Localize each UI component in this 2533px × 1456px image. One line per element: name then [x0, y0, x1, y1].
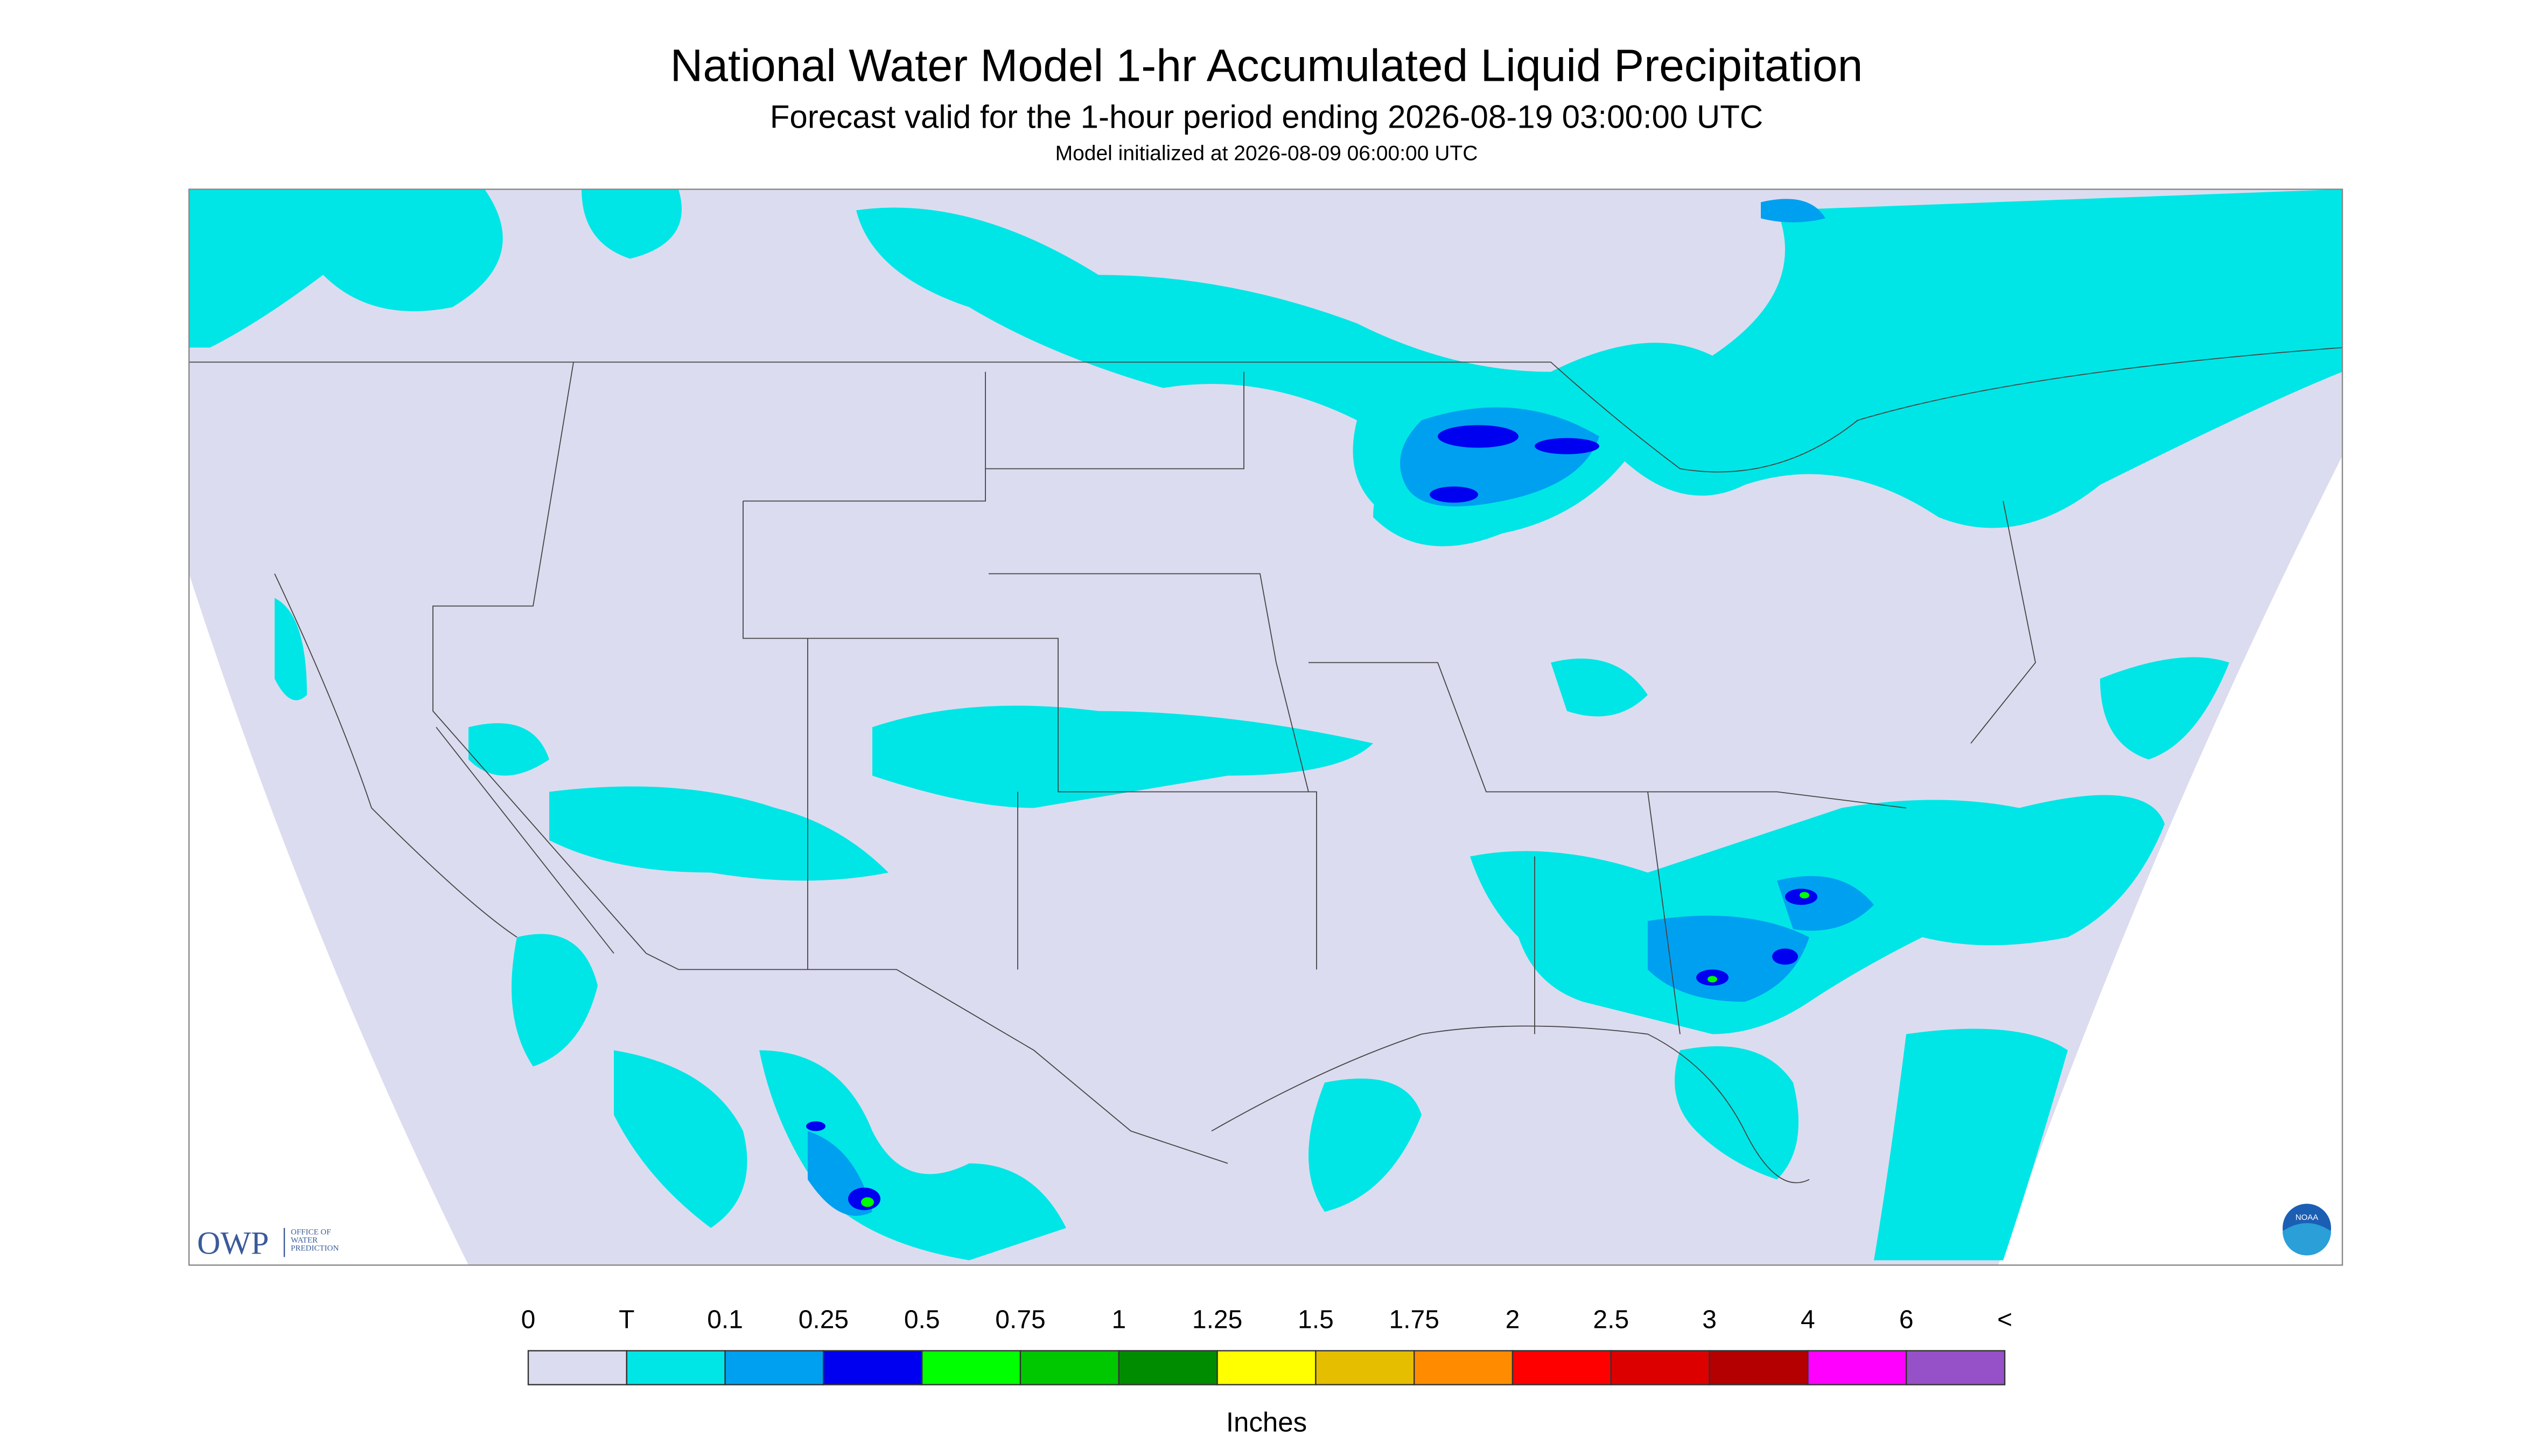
legend-swatch [1118, 1350, 1218, 1385]
title: National Water Model 1-hr Accumulated Li… [670, 40, 1863, 91]
legend-label: 1.5 [1298, 1306, 1334, 1334]
map-frame [188, 188, 2343, 1266]
legend-swatch [1905, 1350, 2006, 1385]
legend-swatch [823, 1350, 923, 1385]
precip-moderate [806, 425, 1817, 1210]
legend-swatch [1709, 1350, 1809, 1385]
legend-swatch [527, 1350, 628, 1385]
owp-subtitle-line: PREDICTION [291, 1244, 339, 1253]
legend-label: 1.75 [1389, 1306, 1439, 1334]
legend-label: 0 [521, 1306, 536, 1334]
legend-swatch [1315, 1350, 1415, 1385]
legend-swatch [1610, 1350, 1710, 1385]
precip-heavy [861, 892, 1809, 1207]
legend-unit: Inches [1226, 1407, 1307, 1438]
legend-swatch [724, 1350, 824, 1385]
legend-swatch [1414, 1350, 1514, 1385]
noaa-wave [2283, 1223, 2331, 1256]
legend-label: 3 [1702, 1306, 1717, 1334]
legend-swatch [1019, 1350, 1120, 1385]
boundaries [189, 347, 2342, 1184]
legend-swatch [921, 1350, 1021, 1385]
legend-label: 0.75 [995, 1306, 1045, 1334]
legend-label: 1 [1111, 1306, 1126, 1334]
legend-swatch [1807, 1350, 1907, 1385]
legend-label: 0.1 [707, 1306, 743, 1334]
legend-label: 2 [1506, 1306, 1520, 1334]
noaa-label: NOAA [2296, 1213, 2319, 1222]
legend-label: T [619, 1306, 634, 1334]
init-time: Model initialized at 2026-08-09 06:00:00… [1055, 142, 1478, 165]
legend-label: 2.5 [1593, 1306, 1629, 1334]
subtitle: Forecast valid for the 1-hour period end… [770, 99, 1763, 135]
legend-label: 1.25 [1192, 1306, 1242, 1334]
map [189, 189, 2342, 1265]
legend: 0 T 0.1 0.25 0.5 0.75 1 1.25 1.5 1.75 2 2.5 3 4 6 < [521, 1306, 2012, 1385]
owp-subtitle-line: OFFICE OF [291, 1228, 331, 1237]
legend-label: 0.25 [799, 1306, 849, 1334]
legend-label: < [1997, 1306, 2012, 1334]
legend-label: 4 [1801, 1306, 1815, 1334]
owp-logo: OWP [197, 1226, 269, 1261]
legend-swatch [1512, 1350, 1612, 1385]
owp-subtitle-line: WATER [291, 1236, 318, 1245]
legend-label: 0.5 [904, 1306, 940, 1334]
legend-swatch [1216, 1350, 1317, 1385]
legend-label: 6 [1899, 1306, 1914, 1334]
legend-swatch [626, 1350, 726, 1385]
